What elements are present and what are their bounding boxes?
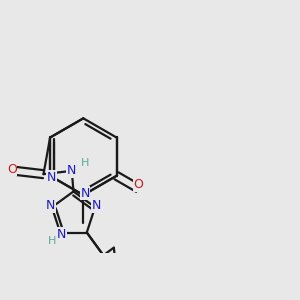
- Text: H: H: [48, 236, 56, 246]
- Text: N: N: [46, 199, 55, 212]
- Text: O: O: [7, 163, 17, 176]
- Text: H: H: [81, 158, 89, 167]
- Text: N: N: [80, 187, 90, 200]
- Text: N: N: [92, 199, 101, 212]
- Text: N: N: [67, 164, 76, 177]
- Text: O: O: [133, 178, 143, 191]
- Text: N: N: [57, 228, 67, 241]
- Text: N: N: [47, 171, 56, 184]
